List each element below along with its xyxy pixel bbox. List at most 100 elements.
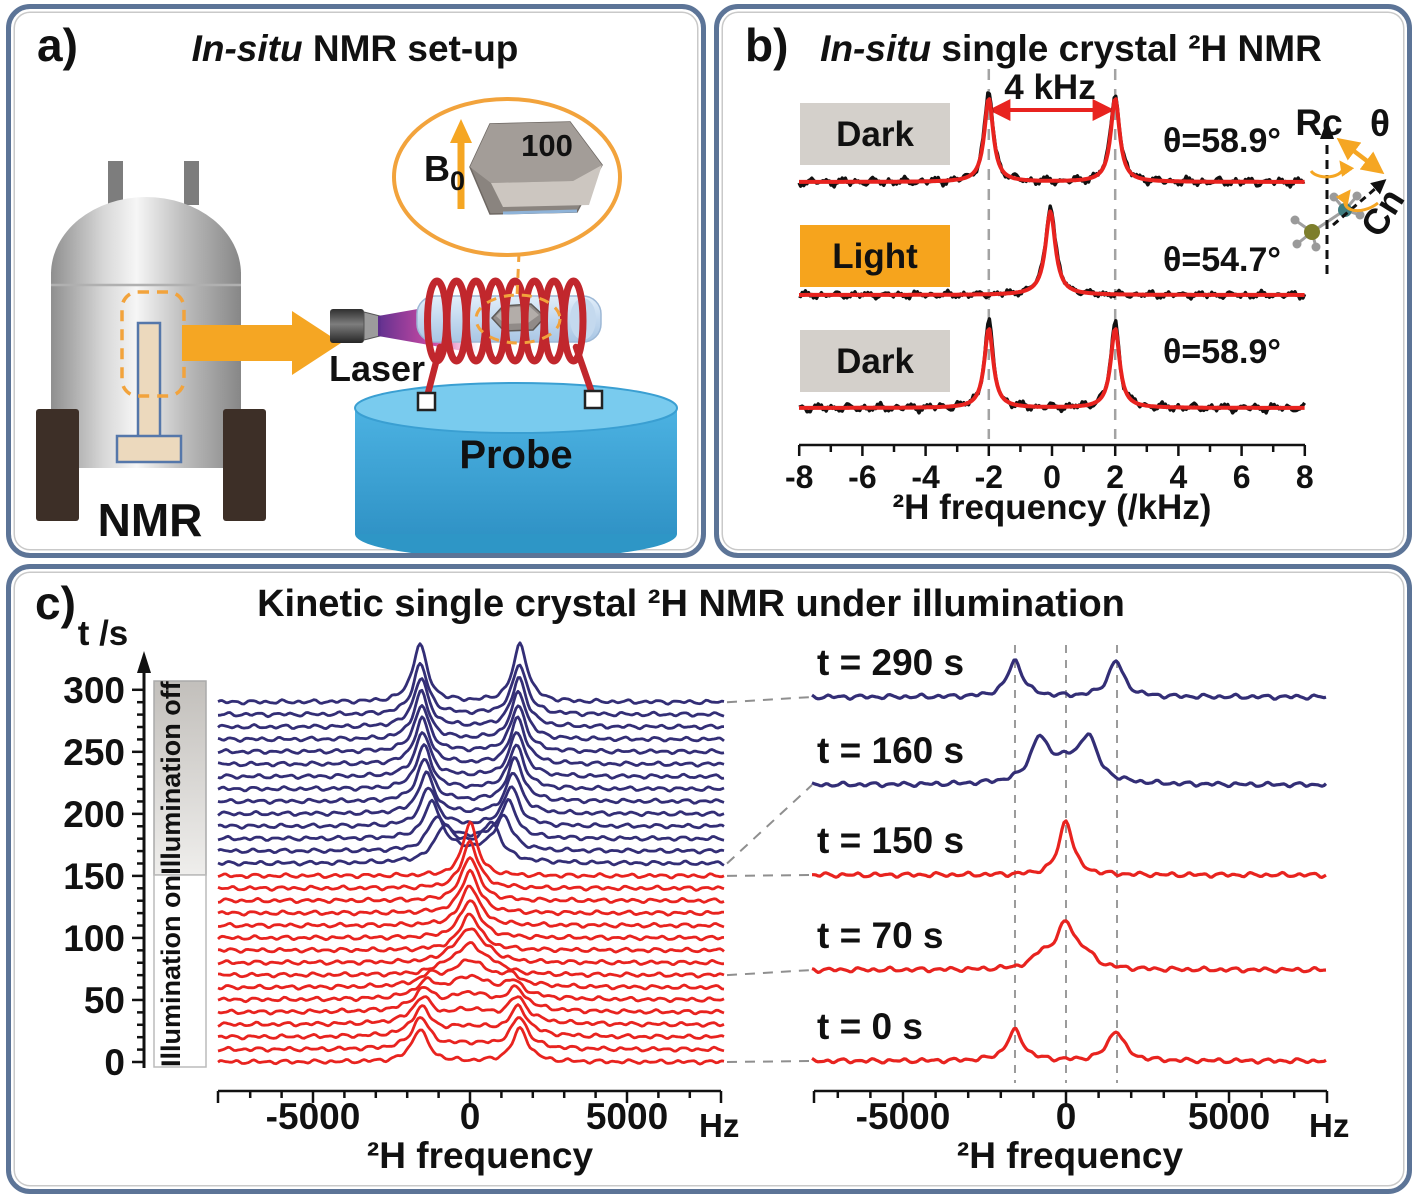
nmr-label: NMR bbox=[98, 494, 203, 546]
panel-a-letter: a) bbox=[37, 19, 78, 71]
carbon-atom-teal bbox=[1338, 203, 1352, 217]
waterfall-trace bbox=[217, 756, 725, 805]
waterfall-trace bbox=[217, 688, 725, 743]
waterfall-trace bbox=[217, 839, 725, 892]
x-axis-tick-label: -5000 bbox=[856, 1096, 951, 1137]
light-box bbox=[800, 225, 950, 287]
time-tick-label: 200 bbox=[63, 794, 125, 835]
waterfall-trace bbox=[217, 1026, 725, 1066]
fit-spectrum-trace bbox=[798, 209, 1305, 297]
x-axis-tick-label: 0 bbox=[1056, 1096, 1077, 1137]
panel-b-title: In-situ single crystal ²H NMR bbox=[820, 28, 1322, 69]
crystal-callout: 100 B0 bbox=[392, 97, 622, 298]
magnet-dome bbox=[51, 197, 241, 274]
panel-b-insitu-nmr: Dark Light Dark 4 kHz θ=58.9° θ=54.7° θ=… bbox=[714, 4, 1412, 558]
waterfall-trace bbox=[217, 731, 725, 780]
panel-c-kinetics: 0 50 100 150 200 250 300 t /s Illumination off… bbox=[6, 564, 1412, 1194]
laser-label: Laser bbox=[329, 348, 425, 389]
illumination-off-label: Illumination off bbox=[156, 680, 186, 874]
h-atom bbox=[1352, 191, 1362, 201]
waterfall-trace bbox=[217, 984, 725, 1016]
waterfall-trace bbox=[217, 770, 725, 818]
waterfall-trace bbox=[217, 743, 725, 793]
waterfall-trace bbox=[217, 1016, 725, 1053]
carbon-atom-olive bbox=[1304, 224, 1320, 240]
stack-detail-connector bbox=[726, 1060, 813, 1063]
x-axis-tick-label: -2 bbox=[975, 459, 1003, 495]
crystal-face-label: 100 bbox=[521, 128, 573, 163]
splitting-label: 4 kHz bbox=[1004, 68, 1095, 107]
condition-label-dark-top: Dark bbox=[836, 115, 914, 154]
time-axis-arrowhead bbox=[137, 651, 151, 673]
time-axis-label: t /s bbox=[78, 614, 129, 653]
panel-b-chart: Dark Light Dark 4 kHz θ=58.9° θ=54.7° θ=… bbox=[745, 19, 1407, 527]
coil-and-tube bbox=[416, 277, 604, 412]
coil-lead-right bbox=[572, 343, 596, 397]
left-axis-unit: Hz bbox=[699, 1107, 739, 1144]
detail-spectrum-trace bbox=[811, 658, 1327, 701]
waterfall-trace bbox=[217, 820, 725, 867]
fit-spectrum-trace bbox=[798, 327, 1305, 410]
waterfall-trace bbox=[217, 927, 725, 966]
detail-time-label: t = 160 s bbox=[817, 730, 964, 771]
detail-spectrum-trace bbox=[811, 732, 1328, 789]
detail-spectrum-trace bbox=[812, 819, 1327, 879]
experimental-spectrum-trace bbox=[797, 91, 1306, 189]
time-tick-label: 0 bbox=[104, 1042, 125, 1083]
waterfall-trace bbox=[217, 995, 725, 1028]
x-axis-tick-label: 0 bbox=[460, 1096, 481, 1137]
cn-rotation-arrow bbox=[1335, 189, 1379, 213]
x-axis-tick-label: 2 bbox=[1106, 459, 1124, 495]
detail-time-label: t = 150 s bbox=[817, 820, 964, 861]
time-tick-label: 300 bbox=[63, 670, 125, 711]
waterfall-trace bbox=[217, 899, 725, 942]
b0-label: B0 bbox=[424, 148, 465, 196]
right-axis-title: ²H frequency bbox=[957, 1135, 1184, 1176]
crystal-bottom-edge bbox=[502, 209, 578, 215]
waterfall-trace bbox=[217, 676, 724, 731]
sample-stick-base bbox=[115, 434, 183, 464]
x-axis-tick-label: -4 bbox=[911, 459, 940, 495]
laser-nozzle bbox=[363, 311, 381, 341]
time-tick-label: 50 bbox=[84, 980, 125, 1021]
h-atom bbox=[1292, 239, 1302, 249]
x-axis-tick-label: -5000 bbox=[266, 1096, 361, 1137]
molecule-axis-icon: Rc θ Cn bbox=[1290, 102, 1407, 274]
waterfall-trace bbox=[217, 884, 725, 929]
condition-label-dark-bottom: Dark bbox=[836, 342, 914, 381]
x-axis-tick-label: 6 bbox=[1233, 459, 1251, 495]
magnet-port-left bbox=[108, 161, 123, 205]
laser-body bbox=[330, 309, 364, 343]
waterfall-trace bbox=[217, 856, 725, 904]
stack-to-detail-connectors bbox=[726, 696, 813, 1063]
time-tick-label: 150 bbox=[63, 856, 125, 897]
panel-b-letter: b) bbox=[745, 19, 788, 71]
h-atom bbox=[1355, 210, 1365, 220]
frequency-axis-group: -8 -6 -4 -2 0 2 4 6 8 bbox=[785, 443, 1314, 495]
panel-b-axis-title: ²H frequency (/kHz) bbox=[893, 488, 1212, 527]
waterfall-trace bbox=[217, 704, 725, 756]
x-axis-tick-label: 0 bbox=[1043, 459, 1061, 495]
x-axis-tick-label: 8 bbox=[1296, 459, 1314, 495]
x-axis-tick-label: -8 bbox=[785, 459, 813, 495]
h-atom bbox=[1290, 215, 1300, 225]
stack-detail-connector bbox=[726, 969, 813, 977]
waterfall-trace bbox=[217, 868, 724, 917]
stack-detail-connector bbox=[726, 874, 813, 877]
waterfall-traces-group bbox=[217, 641, 725, 1066]
b0-arrow-head bbox=[450, 119, 472, 143]
time-tick-label: 100 bbox=[63, 918, 125, 959]
fit-spectrum-trace bbox=[798, 97, 1305, 184]
panel-c-chart: 0 50 100 150 200 250 300 t /s Illumination off… bbox=[35, 577, 1349, 1176]
h-atom bbox=[1311, 242, 1321, 252]
theta-symbol-label: θ bbox=[1370, 103, 1390, 144]
rc-label: Rc bbox=[1295, 102, 1342, 143]
detail-spectrum-trace bbox=[811, 1026, 1327, 1065]
waterfall-trace bbox=[217, 973, 725, 1004]
dashed-guides-group bbox=[987, 69, 1117, 439]
nmr-magnet-illustration bbox=[36, 161, 266, 521]
theta-label-light: θ=54.7° bbox=[1163, 241, 1281, 279]
right-axis-unit: Hz bbox=[1309, 1107, 1349, 1144]
panel-a-title: In-situ NMR set-up bbox=[192, 28, 519, 69]
detail-spectra-group: t = 290 s t = 160 s t = 150 s t = 70 s t = 0… bbox=[811, 642, 1328, 1065]
